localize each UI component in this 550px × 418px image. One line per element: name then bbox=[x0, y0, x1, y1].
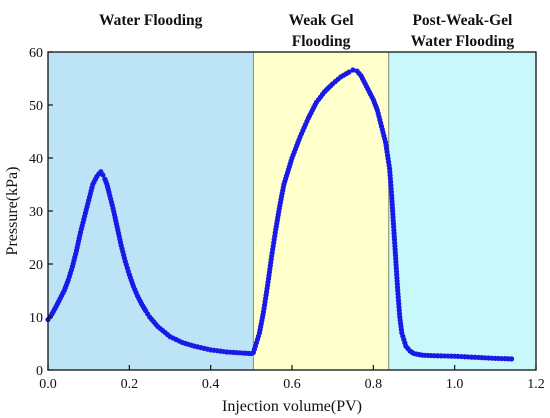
phase-labels: Water Flooding Weak Gel Flooding Post-Weak-… bbox=[99, 12, 514, 50]
phase-region-1 bbox=[47, 51, 254, 371]
x-tick-label-7: 1.2 bbox=[527, 377, 545, 392]
y-tick-label-7: 60 bbox=[29, 46, 43, 61]
data-point-230 bbox=[346, 69, 352, 75]
x-axis-title: Injection volume(PV) bbox=[222, 398, 362, 415]
x-tick-label-3: 0.4 bbox=[202, 377, 220, 392]
phase-backgrounds bbox=[47, 51, 537, 371]
phase-label-3-line-1: Post-Weak-Gel bbox=[412, 12, 513, 29]
phase-region-2 bbox=[252, 51, 390, 371]
y-axis-title: Pressure(kPa) bbox=[4, 167, 21, 256]
y-tick-label-6: 50 bbox=[29, 99, 43, 114]
data-point-231 bbox=[350, 67, 356, 73]
data-point-354 bbox=[509, 356, 515, 362]
phase-label-3-line-2: Water Flooding bbox=[411, 33, 515, 50]
y-tick-label-4: 30 bbox=[29, 205, 43, 220]
series-points-group bbox=[45, 67, 515, 362]
x-tick-label-1: 0.0 bbox=[39, 377, 57, 392]
data-point-52 bbox=[100, 172, 106, 178]
phase-region-3 bbox=[388, 51, 537, 371]
y-tick-label-1: 0 bbox=[36, 364, 43, 379]
phase-label-2-line-2: Flooding bbox=[292, 33, 351, 50]
x-tick-label-6: 1.0 bbox=[446, 377, 464, 392]
ticks: 0.0 0.2 0.4 0.6 0.8 1.0 1.2 0 10 20 30 40 50 60 bbox=[29, 46, 545, 392]
phase-label-2-line-1: Weak Gel bbox=[289, 12, 355, 29]
x-tick-label-5: 0.8 bbox=[365, 377, 383, 392]
x-tick-label-2: 0.2 bbox=[121, 377, 139, 392]
x-tick-label-4: 0.6 bbox=[283, 377, 301, 392]
y-tick-label-5: 40 bbox=[29, 152, 43, 167]
y-tick-label-3: 20 bbox=[29, 258, 43, 273]
phase-label-1-line-1: Water Flooding bbox=[99, 12, 203, 29]
y-tick-label-2: 10 bbox=[29, 311, 43, 326]
